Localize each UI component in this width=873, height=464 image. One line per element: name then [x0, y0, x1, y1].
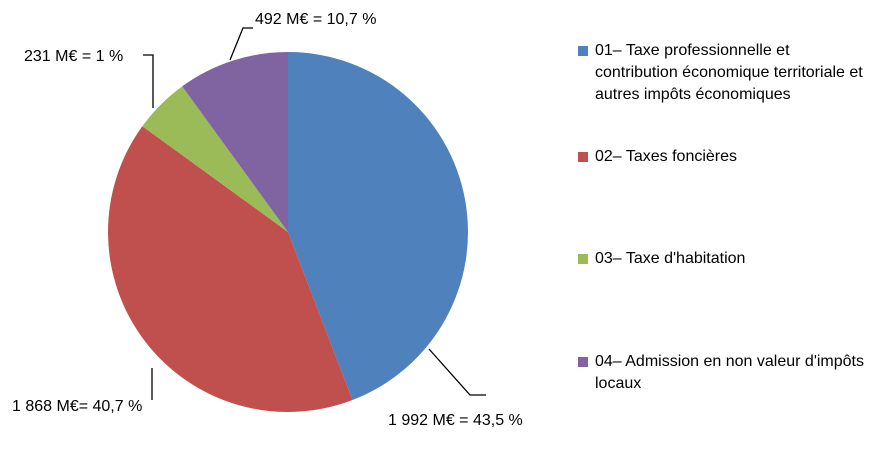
leader-line-4	[229, 27, 253, 61]
data-label-2: 1 868 M€= 40,7 %	[12, 398, 142, 415]
leader-line-1	[428, 348, 486, 396]
pie-slice-3	[142, 86, 288, 232]
legend-item-01: 01– Taxe professionnelle et contribution…	[578, 40, 865, 106]
pie-slice-2	[108, 126, 353, 412]
legend-swatch-01	[578, 46, 588, 56]
legend-item-04: 04– Admission en non valeur d'impôts loc…	[578, 351, 865, 395]
pie-slice-4	[182, 52, 288, 232]
legend-label-03: 03– Taxe d'habitation	[595, 250, 746, 267]
data-label-1: 1 992 M€ = 43,5 %	[388, 412, 523, 429]
data-label-4: 492 M€ = 10,7 %	[255, 11, 376, 28]
legend-label-04: 04– Admission en non valeur d'impôts loc…	[595, 353, 864, 392]
legend-swatch-04	[578, 357, 588, 367]
legend-item-03: 03– Taxe d'habitation	[578, 248, 865, 270]
data-label-3: 231 M€ = 1 %	[24, 48, 123, 65]
legend-swatch-03	[578, 254, 588, 264]
legend-label-02: 02– Taxes foncières	[595, 148, 738, 165]
legend-label-01: 01– Taxe professionnelle et contribution…	[595, 42, 863, 103]
legend-swatch-02	[578, 152, 588, 162]
leader-line-3	[143, 54, 154, 108]
pie-slice-1	[288, 52, 468, 401]
legend-item-02: 02– Taxes foncières	[578, 146, 865, 168]
